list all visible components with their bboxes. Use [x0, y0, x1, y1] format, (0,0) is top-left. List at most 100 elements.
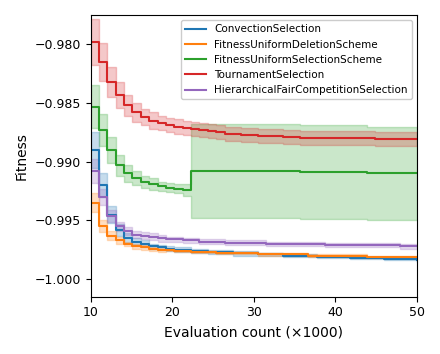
- HierarchicalFairCompetitionSelection: [138, 234, 143, 238]
- FitnessUniformDeletionScheme: [339, 253, 345, 258]
- Line: HierarchicalFairCompetitionSelection: HierarchicalFairCompetitionSelection: [91, 171, 417, 246]
- FitnessUniformDeletionScheme: [205, 250, 210, 254]
- HierarchicalFairCompetitionSelection: [272, 242, 277, 246]
- FitnessUniformDeletionScheme: [197, 250, 202, 254]
- FitnessUniformSelectionScheme: [414, 171, 420, 176]
- TournamentSelection: [297, 136, 302, 141]
- ConvectionSelection: [113, 228, 118, 232]
- FitnessUniformDeletionScheme: [96, 224, 102, 228]
- ConvectionSelection: [255, 252, 260, 257]
- HierarchicalFairCompetitionSelection: [113, 224, 118, 228]
- HierarchicalFairCompetitionSelection: [121, 229, 127, 233]
- FitnessUniformDeletionScheme: [331, 253, 336, 258]
- Line: FitnessUniformDeletionScheme: FitnessUniformDeletionScheme: [91, 203, 417, 257]
- FitnessUniformSelectionScheme: [121, 171, 127, 176]
- TournamentSelection: [121, 103, 127, 108]
- FitnessUniformSelectionScheme: [247, 169, 252, 173]
- FitnessUniformSelectionScheme: [147, 182, 152, 186]
- HierarchicalFairCompetitionSelection: [305, 242, 311, 246]
- FitnessUniformDeletionScheme: [113, 238, 118, 242]
- HierarchicalFairCompetitionSelection: [197, 239, 202, 244]
- FitnessUniformDeletionScheme: [121, 242, 127, 246]
- X-axis label: Evaluation count (×1000): Evaluation count (×1000): [164, 325, 343, 339]
- HierarchicalFairCompetitionSelection: [213, 239, 219, 244]
- ConvectionSelection: [222, 250, 227, 254]
- ConvectionSelection: [172, 248, 177, 252]
- ConvectionSelection: [147, 244, 152, 249]
- ConvectionSelection: [155, 245, 160, 250]
- Line: FitnessUniformSelectionScheme: FitnessUniformSelectionScheme: [91, 107, 417, 190]
- FitnessUniformDeletionScheme: [172, 249, 177, 253]
- HierarchicalFairCompetitionSelection: [331, 243, 336, 247]
- TournamentSelection: [138, 115, 143, 119]
- TournamentSelection: [130, 110, 135, 115]
- Line: ConvectionSelection: ConvectionSelection: [91, 150, 417, 260]
- TournamentSelection: [96, 60, 102, 64]
- ConvectionSelection: [364, 256, 370, 260]
- FitnessUniformSelectionScheme: [398, 171, 403, 176]
- HierarchicalFairCompetitionSelection: [314, 242, 319, 246]
- TournamentSelection: [238, 133, 244, 137]
- HierarchicalFairCompetitionSelection: [389, 243, 395, 247]
- ConvectionSelection: [188, 249, 194, 253]
- ConvectionSelection: [264, 252, 269, 257]
- HierarchicalFairCompetitionSelection: [373, 243, 378, 247]
- ConvectionSelection: [414, 258, 420, 262]
- HierarchicalFairCompetitionSelection: [289, 242, 294, 246]
- FitnessUniformDeletionScheme: [373, 255, 378, 259]
- TournamentSelection: [305, 136, 311, 141]
- FitnessUniformSelectionScheme: [180, 188, 185, 192]
- ConvectionSelection: [323, 255, 328, 259]
- HierarchicalFairCompetitionSelection: [398, 244, 403, 249]
- ConvectionSelection: [314, 255, 319, 259]
- HierarchicalFairCompetitionSelection: [163, 237, 169, 241]
- ConvectionSelection: [373, 256, 378, 260]
- ConvectionSelection: [381, 257, 386, 261]
- TournamentSelection: [172, 124, 177, 129]
- FitnessUniformSelectionScheme: [205, 169, 210, 173]
- FitnessUniformDeletionScheme: [147, 246, 152, 251]
- FitnessUniformDeletionScheme: [398, 255, 403, 259]
- FitnessUniformSelectionScheme: [356, 170, 361, 175]
- HierarchicalFairCompetitionSelection: [264, 242, 269, 246]
- ConvectionSelection: [331, 255, 336, 259]
- FitnessUniformDeletionScheme: [130, 244, 135, 249]
- FitnessUniformSelectionScheme: [255, 169, 260, 173]
- ConvectionSelection: [138, 242, 143, 246]
- HierarchicalFairCompetitionSelection: [205, 239, 210, 244]
- TournamentSelection: [213, 130, 219, 135]
- ConvectionSelection: [356, 256, 361, 260]
- FitnessUniformDeletionScheme: [314, 253, 319, 258]
- FitnessUniformSelectionScheme: [406, 171, 411, 176]
- HierarchicalFairCompetitionSelection: [247, 241, 252, 245]
- FitnessUniformSelectionScheme: [373, 171, 378, 176]
- FitnessUniformSelectionScheme: [264, 169, 269, 173]
- HierarchicalFairCompetitionSelection: [180, 238, 185, 242]
- HierarchicalFairCompetitionSelection: [323, 243, 328, 247]
- TournamentSelection: [88, 40, 93, 44]
- ConvectionSelection: [289, 253, 294, 258]
- FitnessUniformSelectionScheme: [230, 169, 235, 173]
- HierarchicalFairCompetitionSelection: [188, 238, 194, 242]
- HierarchicalFairCompetitionSelection: [230, 241, 235, 245]
- FitnessUniformSelectionScheme: [188, 169, 194, 173]
- FitnessUniformSelectionScheme: [348, 170, 353, 175]
- FitnessUniformDeletionScheme: [272, 252, 277, 257]
- TournamentSelection: [180, 126, 185, 130]
- HierarchicalFairCompetitionSelection: [147, 235, 152, 239]
- TournamentSelection: [247, 133, 252, 137]
- ConvectionSelection: [389, 257, 395, 261]
- TournamentSelection: [272, 134, 277, 138]
- ConvectionSelection: [96, 183, 102, 187]
- HierarchicalFairCompetitionSelection: [255, 241, 260, 245]
- TournamentSelection: [113, 93, 118, 97]
- FitnessUniformDeletionScheme: [163, 248, 169, 252]
- TournamentSelection: [406, 137, 411, 142]
- ConvectionSelection: [280, 253, 286, 258]
- FitnessUniformDeletionScheme: [238, 251, 244, 256]
- TournamentSelection: [163, 123, 169, 127]
- ConvectionSelection: [105, 212, 110, 217]
- ConvectionSelection: [205, 250, 210, 254]
- TournamentSelection: [339, 136, 345, 141]
- FitnessUniformDeletionScheme: [255, 252, 260, 257]
